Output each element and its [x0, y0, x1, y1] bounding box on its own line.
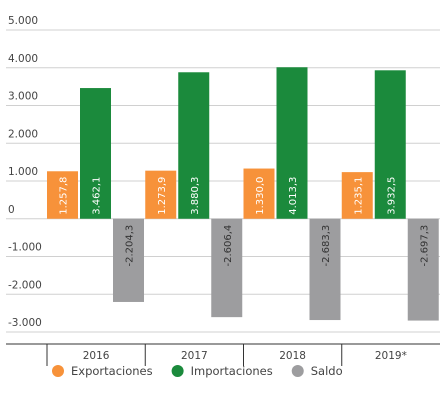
- data-label: 1.330,0: [255, 177, 266, 215]
- data-label: -2.697,3: [419, 225, 430, 267]
- y-tick-label: -2.000: [8, 279, 42, 291]
- legend-marker: [171, 365, 184, 377]
- y-tick-label: 2.000: [8, 128, 38, 140]
- data-label: 3.880,3: [190, 177, 201, 215]
- bar: [276, 67, 308, 219]
- y-tick-label: 0: [8, 204, 15, 216]
- data-label: 3.932,5: [386, 177, 397, 215]
- bar: [374, 70, 406, 219]
- bar: [211, 218, 243, 318]
- bar: [47, 171, 78, 219]
- y-tick-label: 3.000: [8, 91, 38, 103]
- data-label: -2.606,4: [223, 225, 234, 267]
- y-tick-label: 4.000: [8, 53, 38, 65]
- data-label: 1.257,8: [59, 177, 70, 215]
- x-tick-label: 2018: [279, 350, 306, 362]
- bar: [341, 172, 373, 219]
- legend-label: Saldo: [311, 364, 343, 378]
- data-label: 3.462,1: [92, 177, 103, 215]
- legend-label: Exportaciones: [71, 364, 153, 378]
- data-label: 1.235,1: [353, 177, 364, 215]
- bar: [243, 168, 275, 219]
- x-tick-label: 2016: [83, 350, 110, 362]
- data-label: 1.273,9: [157, 177, 168, 215]
- bar: [178, 72, 210, 219]
- bar: [113, 218, 144, 302]
- legend-marker: [52, 365, 64, 377]
- legend-label: Importaciones: [191, 364, 273, 378]
- data-label: -2.683,3: [321, 225, 332, 267]
- bar: [309, 218, 341, 321]
- y-tick-label: 1.000: [8, 166, 38, 178]
- bar: [80, 88, 111, 219]
- y-tick-label: -3.000: [8, 317, 42, 329]
- x-tick-label: 2017: [181, 350, 208, 362]
- legend-marker: [291, 365, 304, 377]
- y-tick-label: -1.000: [8, 242, 42, 254]
- bar: [407, 218, 439, 321]
- data-label: 4.013,3: [288, 177, 299, 215]
- data-label: -2.204,3: [125, 225, 136, 267]
- y-tick-label: 5.000: [8, 15, 38, 27]
- x-tick-label: 2019*: [375, 350, 407, 362]
- bar: [145, 170, 177, 219]
